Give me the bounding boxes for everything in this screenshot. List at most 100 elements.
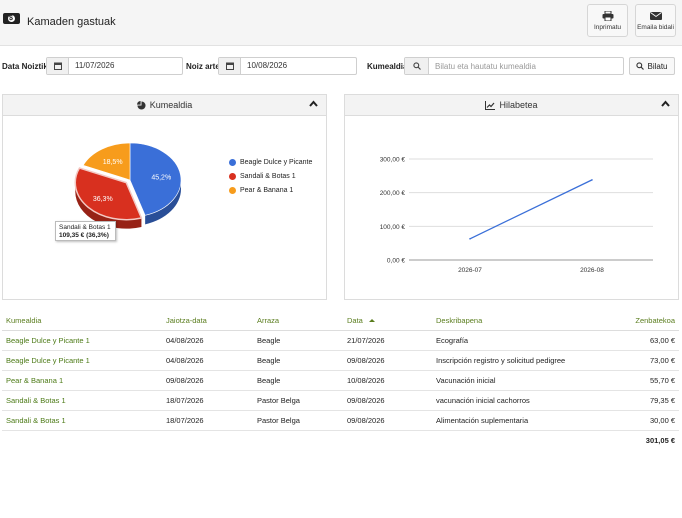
column-header-date[interactable]: Data — [343, 312, 432, 331]
top-bar: Kamaden gastuak Inprimatu Emaila bidali — [0, 0, 682, 46]
empty-cell — [253, 430, 343, 450]
cell-date: 09/08/2026 — [343, 350, 432, 371]
legend-item[interactable]: Sandali & Botas 1 — [229, 173, 312, 180]
search-icon — [636, 62, 645, 70]
send-email-button[interactable]: Emaila bidali — [635, 4, 676, 37]
empty-cell — [2, 430, 162, 450]
calendar-icon[interactable] — [47, 58, 69, 74]
line-panel-header[interactable]: Hilabetea — [345, 95, 678, 116]
column-header-description[interactable]: Deskribapena — [432, 312, 599, 331]
data-point — [591, 179, 593, 181]
legend-label: Sandali & Botas 1 — [240, 173, 296, 180]
pie-legend: Beagle Dulce y Picante Sandali & Botas 1… — [229, 159, 312, 201]
cell-amount: 79,35 € — [599, 390, 679, 411]
sort-ascending-icon — [368, 319, 375, 323]
litter-search-input[interactable] — [429, 58, 623, 74]
cell-description: Alimentación suplementaria — [432, 410, 599, 431]
pie-slice — [82, 142, 131, 181]
data-point — [469, 237, 471, 240]
table-header-row: Kumealdia Jaiotza-data Arraza Data Deskr… — [2, 312, 679, 331]
line-chart: 0,00 € 100,00 € 200,00 € 300,00 € 2026-07 202… — [380, 157, 653, 274]
empty-cell — [162, 430, 253, 450]
envelope-icon — [649, 12, 662, 20]
pie-slice — [129, 142, 182, 216]
date-to-label: Noiz arte — [186, 62, 220, 71]
money-icon — [3, 13, 20, 24]
table-row[interactable]: Sandali & Botas 1 18/07/2026 Pastor Belga 0… — [2, 410, 679, 431]
cell-breed: Beagle — [253, 370, 343, 391]
search-icon — [405, 58, 429, 74]
x-tick-label: 2026-08 — [580, 267, 604, 274]
y-tick-label: 100,00 € — [380, 224, 406, 231]
legend-label: Pear & Banana 1 — [240, 187, 294, 194]
date-to-value: 10/08/2026 — [247, 61, 288, 70]
table-row[interactable]: Beagle Dulce y Picante 1 04/08/2026 Beagle… — [2, 330, 679, 351]
cell-breed: Beagle — [253, 350, 343, 371]
line-chart-panel: Hilabetea 0,00 € 100,00 € 200,00 € 300,00 €… — [344, 94, 679, 300]
litter-search-field[interactable] — [404, 57, 624, 75]
table-row[interactable]: Pear & Banana 1 09/08/2026 Beagle 10/08/202… — [2, 370, 679, 391]
expenses-table: Kumealdia Jaiotza-data Arraza Data Deskr… — [2, 312, 679, 450]
pie-slice-label: 45,2% — [151, 175, 171, 182]
y-tick-label: 0,00 € — [387, 258, 405, 265]
pie-slice — [74, 167, 143, 221]
legend-item[interactable]: Pear & Banana 1 — [229, 187, 312, 194]
pie-chart-panel: Kumealdia 45,2% 36,3% 18,5% Beagle Dulce y… — [2, 94, 327, 300]
total-row: 301,05 € — [2, 430, 679, 450]
pie-slice-side — [145, 180, 181, 225]
line-chart-icon — [485, 100, 496, 110]
cell-birth-date: 04/08/2026 — [162, 330, 253, 351]
series-line — [469, 179, 593, 240]
empty-cell — [432, 430, 599, 450]
column-header-litter[interactable]: Kumealdia — [2, 312, 162, 331]
total-amount: 301,05 € — [645, 435, 675, 445]
pie-chart: 45,2% 36,3% 18,5% — [74, 142, 182, 229]
calendar-icon[interactable] — [219, 58, 241, 74]
date-from-value: 11/07/2026 — [75, 61, 115, 70]
print-button[interactable]: Inprimatu — [587, 4, 628, 37]
x-tick-label: 2026-07 — [458, 267, 482, 274]
print-label: Inprimatu — [593, 24, 622, 31]
tooltip-name: Sandali & Botas 1 — [59, 224, 111, 231]
cell-litter[interactable]: Beagle Dulce y Picante 1 — [2, 350, 162, 371]
cell-litter[interactable]: Sandali & Botas 1 — [2, 410, 162, 431]
cell-description: Inscripción registro y solicitud pedigre… — [432, 350, 599, 371]
table-row[interactable]: Beagle Dulce y Picante 1 04/08/2026 Beagle… — [2, 350, 679, 371]
column-header-birth-date[interactable]: Jaiotza-data — [162, 312, 253, 331]
litter-filter-label: Kumealdia: — [367, 62, 411, 71]
table-row[interactable]: Sandali & Botas 1 18/07/2026 Pastor Belga 0… — [2, 390, 679, 411]
cell-date: 09/08/2026 — [343, 410, 432, 431]
date-from-field[interactable]: 11/07/2026 — [46, 57, 183, 75]
search-button[interactable]: Bilatu — [629, 57, 675, 75]
column-header-breed[interactable]: Arraza — [253, 312, 343, 331]
cell-description: Ecografía — [432, 330, 599, 351]
legend-label: Beagle Dulce y Picante — [240, 159, 313, 166]
legend-item[interactable]: Beagle Dulce y Picante — [229, 159, 312, 166]
chevron-up-icon[interactable] — [309, 100, 318, 108]
column-header-amount[interactable]: Zenbatekoa — [599, 312, 679, 331]
cell-breed: Beagle — [253, 330, 343, 351]
date-from-label: Data Noiztik — [2, 62, 48, 71]
pie-panel-title: Kumealdia — [149, 100, 193, 110]
pie-chart-icon — [136, 100, 146, 110]
page-title: Kamaden gastuak — [27, 16, 116, 28]
pie-tooltip: Sandali & Botas 1 109,35 € (36,3%) — [55, 221, 116, 241]
legend-dot — [229, 173, 236, 180]
cell-birth-date: 18/07/2026 — [162, 410, 253, 431]
cell-litter[interactable]: Sandali & Botas 1 — [2, 390, 162, 411]
cell-description: Vacunación inicial — [432, 370, 599, 391]
search-button-label: Bilatu — [647, 61, 668, 71]
y-tick-label: 300,00 € — [380, 157, 406, 164]
pie-slice-label: 18,5% — [103, 159, 123, 166]
cell-litter[interactable]: Pear & Banana 1 — [2, 370, 162, 391]
pie-panel-header[interactable]: Kumealdia — [3, 95, 326, 116]
date-to-field[interactable]: 10/08/2026 — [218, 57, 357, 75]
cell-birth-date: 18/07/2026 — [162, 390, 253, 411]
cell-date: 09/08/2026 — [343, 390, 432, 411]
cell-birth-date: 09/08/2026 — [162, 370, 253, 391]
chevron-up-icon[interactable] — [661, 100, 670, 108]
cell-amount: 30,00 € — [599, 410, 679, 431]
cell-breed: Pastor Belga — [253, 410, 343, 431]
cell-litter[interactable]: Beagle Dulce y Picante 1 — [2, 330, 162, 351]
pie-slice-side — [75, 182, 142, 229]
